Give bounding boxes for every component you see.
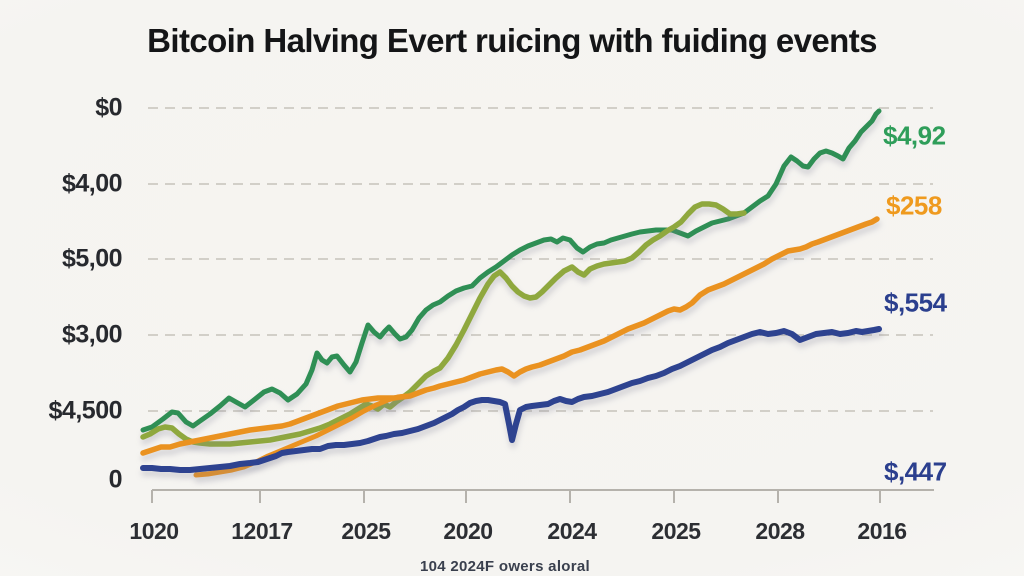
series-end-label: $4,92 bbox=[883, 120, 946, 151]
x-tick-label: 2025 bbox=[651, 518, 701, 544]
x-tick-label: 2028 bbox=[755, 518, 805, 544]
caption-text: 104 2024F owers aloral bbox=[419, 558, 591, 575]
y-tick-label: $4,500 bbox=[48, 396, 123, 425]
x-tick-label: 2020 bbox=[443, 518, 493, 544]
y-tick-label: $3,00 bbox=[61, 320, 123, 349]
x-tick-label: 2025 bbox=[341, 518, 391, 544]
y-tick-label: 0 bbox=[108, 465, 123, 494]
chart-title: Bitcoin Halving Evert ruicing with fuidi… bbox=[147, 22, 877, 59]
y-tick-label: $5,00 bbox=[61, 244, 123, 273]
y-tick-label: $4,00 bbox=[61, 169, 123, 198]
y-tick-label: $0 bbox=[95, 93, 122, 122]
series-dark-green-line bbox=[140, 108, 882, 433]
series-olive-line bbox=[140, 201, 747, 447]
x-tick-label: 2016 bbox=[857, 518, 907, 544]
x-tick-label: 12017 bbox=[231, 518, 293, 544]
series-orange-branch-line bbox=[193, 393, 409, 478]
series-orange-line bbox=[140, 216, 880, 456]
series-end-label: $258 bbox=[886, 190, 942, 221]
series-blue-line bbox=[140, 326, 882, 473]
series-end-label: $,447 bbox=[884, 456, 947, 487]
x-tick-label: 2024 bbox=[547, 518, 597, 544]
series-end-label: $,554 bbox=[884, 287, 947, 318]
x-tick-label: 1020 bbox=[129, 518, 179, 544]
